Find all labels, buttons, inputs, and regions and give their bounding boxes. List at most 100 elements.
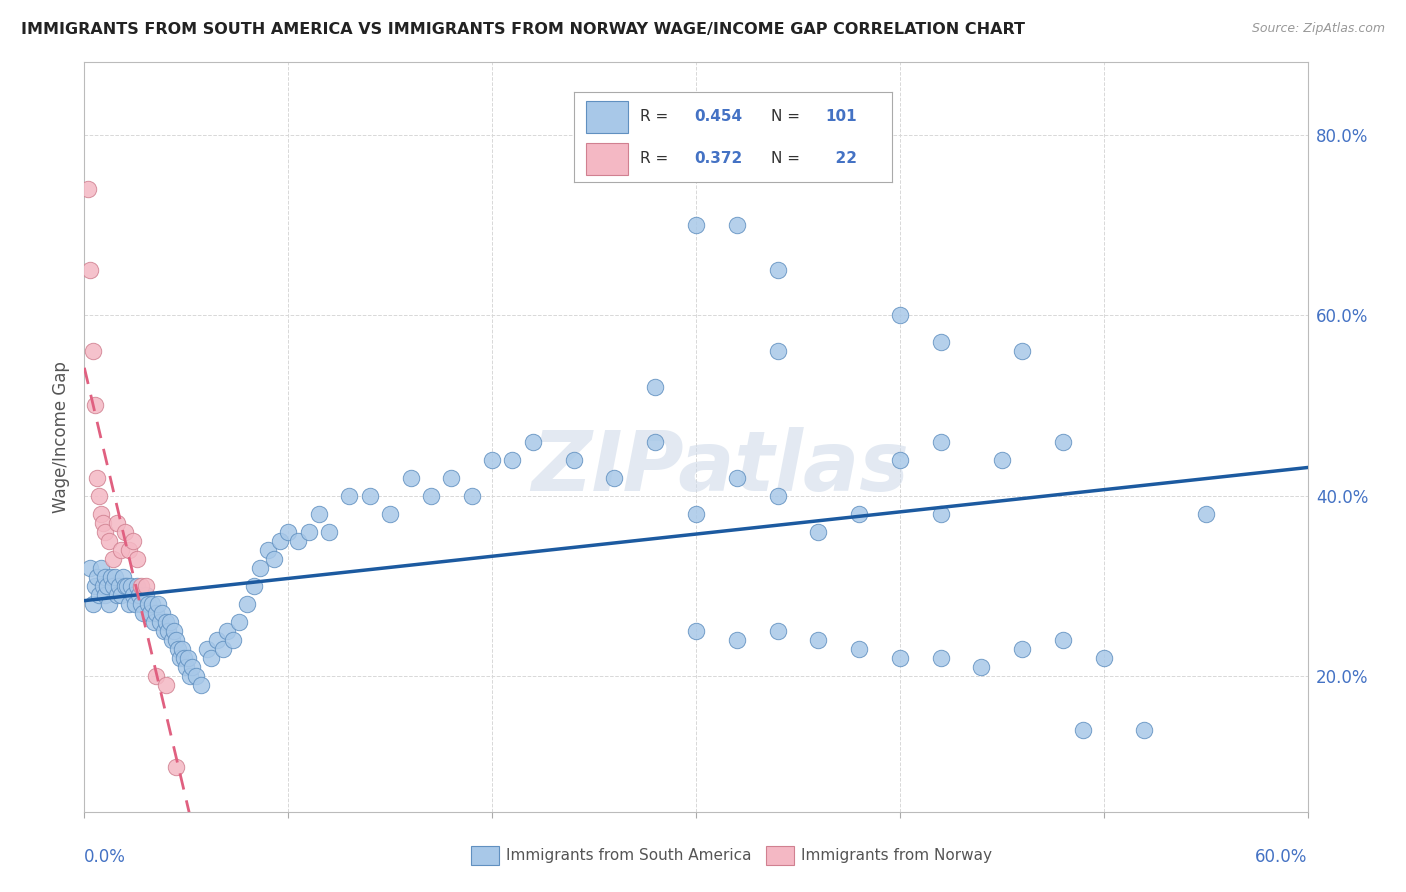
Point [114, 579, 136, 593]
Point [110, 588, 132, 602]
Point [100, 570, 122, 584]
Point [118, 597, 141, 611]
Text: Immigrants from Norway: Immigrants from Norway [801, 848, 993, 863]
Point [1052, 633, 1074, 648]
Point [122, 588, 145, 602]
Point [114, 524, 136, 539]
Point [79, 263, 101, 277]
Point [131, 597, 153, 611]
Point [228, 615, 250, 629]
Point [97, 533, 120, 548]
Point [93, 570, 115, 584]
Point [318, 524, 340, 539]
Point [725, 218, 748, 232]
Point [82, 597, 104, 611]
Point [287, 533, 309, 548]
Point [135, 579, 157, 593]
Point [481, 452, 503, 467]
Point [1092, 651, 1115, 665]
Point [145, 669, 167, 683]
Point [807, 524, 830, 539]
Point [269, 533, 291, 548]
Point [101, 552, 124, 566]
Point [127, 552, 149, 566]
Point [145, 606, 167, 620]
Point [174, 660, 197, 674]
Point [1011, 344, 1033, 359]
Point [339, 489, 361, 503]
Point [807, 633, 830, 648]
Point [172, 642, 194, 657]
Point [90, 561, 112, 575]
Point [929, 335, 952, 350]
Point [122, 533, 145, 548]
Point [146, 597, 169, 611]
Text: 60.0%: 60.0% [1256, 847, 1308, 866]
Point [685, 507, 707, 521]
Point [644, 434, 666, 449]
Point [991, 452, 1014, 467]
Point [153, 624, 176, 639]
Point [848, 507, 870, 521]
Point [181, 660, 204, 674]
Point [96, 579, 118, 593]
Point [135, 588, 157, 602]
Point [173, 651, 195, 665]
Point [149, 615, 172, 629]
Point [929, 651, 952, 665]
Point [217, 624, 239, 639]
Point [169, 651, 191, 665]
Point [132, 606, 155, 620]
Point [725, 633, 748, 648]
Point [205, 633, 228, 648]
Point [308, 507, 330, 521]
Point [644, 380, 666, 394]
Point [165, 759, 187, 773]
Point [150, 606, 173, 620]
Point [82, 344, 104, 359]
Point [929, 434, 952, 449]
Point [142, 615, 165, 629]
Point [725, 471, 748, 485]
Point [83, 399, 105, 413]
Point [359, 489, 381, 503]
Point [522, 434, 544, 449]
Point [889, 452, 911, 467]
Point [502, 452, 524, 467]
Point [93, 524, 115, 539]
Point [131, 579, 153, 593]
Point [766, 489, 789, 503]
Point [127, 579, 149, 593]
Point [118, 543, 141, 558]
Point [1052, 434, 1074, 449]
Text: Source: ZipAtlas.com: Source: ZipAtlas.com [1251, 22, 1385, 36]
Point [399, 471, 422, 485]
Point [141, 597, 163, 611]
Point [562, 452, 585, 467]
Text: 0.0%: 0.0% [84, 847, 127, 866]
Point [186, 669, 208, 683]
Point [124, 597, 146, 611]
Point [212, 642, 235, 657]
Point [257, 543, 280, 558]
Point [889, 651, 911, 665]
Point [136, 597, 159, 611]
Point [263, 552, 285, 566]
Point [77, 182, 100, 196]
Point [1011, 642, 1033, 657]
Point [93, 588, 115, 602]
Y-axis label: Wage/Income Gap: Wage/Income Gap [52, 361, 70, 513]
Point [177, 651, 200, 665]
Point [685, 624, 707, 639]
Point [115, 579, 138, 593]
Point [685, 218, 707, 232]
Point [277, 524, 299, 539]
Point [97, 597, 120, 611]
Text: IMMIGRANTS FROM SOUTH AMERICA VS IMMIGRANTS FROM NORWAY WAGE/INCOME GAP CORRELAT: IMMIGRANTS FROM SOUTH AMERICA VS IMMIGRA… [21, 22, 1025, 37]
Point [889, 308, 911, 322]
Point [461, 489, 484, 503]
Point [104, 570, 127, 584]
Point [929, 507, 952, 521]
Point [110, 543, 132, 558]
Point [766, 344, 789, 359]
